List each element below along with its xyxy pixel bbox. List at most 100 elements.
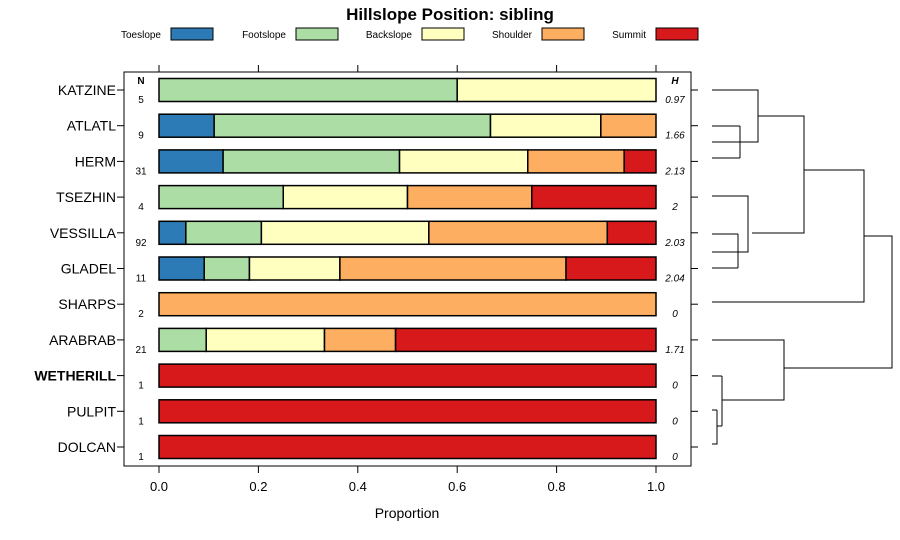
dendrogram-branch <box>752 115 805 234</box>
dendrogram-branch <box>712 89 759 143</box>
row-n: 2 <box>138 309 144 320</box>
row-label: TSEZHIN <box>56 189 116 205</box>
dendrogram <box>712 89 893 445</box>
x-tick-label: 0.2 <box>249 479 267 494</box>
row-atlatl: ATLATL 9 1.66 <box>67 113 698 142</box>
row-h: 2 <box>671 202 678 213</box>
dendrogram-branch <box>712 169 865 303</box>
row-label: DOLCAN <box>58 439 116 455</box>
bar-segment-backslope <box>489 113 602 138</box>
legend-swatch-footslope <box>295 27 339 41</box>
row-h: 0 <box>672 309 678 320</box>
bar-segment-footslope <box>158 184 284 210</box>
legend-swatch-toeslope <box>170 27 214 41</box>
row-label: ARABRAB <box>49 332 116 348</box>
legend-label-backslope: Backslope <box>366 30 413 41</box>
bar-segment-backslope <box>456 77 657 103</box>
row-n: 11 <box>136 274 147 285</box>
bar-segment-toeslope <box>158 113 215 138</box>
dendrogram-branch <box>784 235 893 369</box>
row-katzine: KATZINE 5 0.97 <box>58 77 698 106</box>
row-h: 2.04 <box>664 274 685 285</box>
row-arabrab: ARABRAB 21 1.71 <box>49 327 698 356</box>
dendrogram-branch <box>712 339 785 401</box>
row-h: 2.03 <box>664 238 685 249</box>
legend-swatch-backslope <box>421 27 465 41</box>
row-label: ATLATL <box>67 118 116 134</box>
chart-title: Hillslope Position: sibling <box>346 5 554 24</box>
dendrogram-branch <box>712 195 749 253</box>
row-n: 9 <box>138 131 144 142</box>
bar-segment-footslope <box>158 327 207 353</box>
row-h: 0 <box>672 416 678 427</box>
row-h: 0 <box>672 381 678 392</box>
row-n: 1 <box>138 381 144 392</box>
row-tsezhin: TSEZHIN 4 2 <box>56 184 698 213</box>
row-label: KATZINE <box>58 82 116 98</box>
bar-rows: KATZINE 5 0.97 ATLATL 9 1.66 HERM 31 2.13 TSEZHIN… <box>34 77 698 463</box>
n-header: N <box>137 76 144 87</box>
row-pulpit: PULPIT 1 0 <box>67 399 698 427</box>
legend-label-footslope: Footslope <box>242 30 286 41</box>
bar-segment-backslope <box>260 220 430 246</box>
h-header: H <box>671 76 679 87</box>
row-label: SHARPS <box>58 296 116 312</box>
row-label: WETHERILL <box>34 368 116 384</box>
row-label: HERM <box>75 153 116 169</box>
legend-swatch-shoulder <box>541 27 585 41</box>
row-n: 1 <box>138 452 144 463</box>
x-tick-label: 0.4 <box>349 479 367 494</box>
bar-segment-summit <box>158 363 657 388</box>
row-n: 92 <box>135 238 147 249</box>
bar-segment-toeslope <box>158 220 187 246</box>
bar-segment-shoulder <box>339 256 567 281</box>
row-h: 0 <box>672 452 678 463</box>
row-h: 0.97 <box>665 95 685 106</box>
legend-label-shoulder: Shoulder <box>492 30 533 41</box>
row-h: 1.66 <box>665 131 685 142</box>
bar-segment-backslope <box>248 256 341 281</box>
x-tick-label: 0.6 <box>448 479 466 494</box>
row-n: 1 <box>138 416 144 427</box>
bar-segment-shoulder <box>323 327 397 353</box>
row-n: 31 <box>135 166 147 177</box>
row-n: 21 <box>135 345 147 356</box>
legend-label-toeslope: Toeslope <box>121 30 161 41</box>
bar-segment-shoulder <box>428 220 609 246</box>
bar-segment-backslope <box>282 184 409 210</box>
dendrogram-branch <box>712 409 718 445</box>
bar-segment-footslope <box>203 256 251 281</box>
row-sharps: SHARPS 2 0 <box>58 291 698 320</box>
bar-segment-shoulder <box>406 184 533 210</box>
bar-segment-shoulder <box>600 113 657 138</box>
bar-segment-summit <box>158 434 657 460</box>
bar-segment-footslope <box>222 149 401 174</box>
row-label: VESSILLA <box>50 225 117 241</box>
bar-segment-toeslope <box>158 256 205 281</box>
row-h: 1.71 <box>665 345 684 356</box>
x-axis: 0.0 0.2 0.4 0.6 0.8 1.0 <box>150 65 665 494</box>
bar-segment-footslope <box>158 77 458 103</box>
legend-label-summit: Summit <box>612 30 646 41</box>
row-h: 2.13 <box>664 166 685 177</box>
row-wetherill: WETHERILL 1 0 <box>34 363 698 392</box>
bar-segment-shoulder <box>527 149 625 174</box>
row-vessilla: VESSILLA 92 2.03 <box>50 220 698 249</box>
row-gladel: GLADEL 11 2.04 <box>61 256 698 285</box>
legend-swatch-summit <box>655 27 699 41</box>
bar-segment-backslope <box>205 327 326 353</box>
legend: Toeslope Footslope Backslope Shoulder Summit <box>121 27 699 41</box>
bar-segment-summit <box>394 327 657 353</box>
bar-segment-summit <box>623 149 657 174</box>
bar-segment-summit <box>565 256 657 281</box>
x-axis-title: Proportion <box>375 505 440 521</box>
row-label: GLADEL <box>61 261 116 277</box>
row-label: PULPIT <box>67 403 116 419</box>
bar-segment-summit <box>158 399 657 424</box>
x-tick-label: 0.0 <box>150 479 168 494</box>
bar-segment-footslope <box>213 113 492 138</box>
row-dolcan: DOLCAN 1 0 <box>58 434 698 463</box>
bar-segment-summit <box>606 220 657 246</box>
bar-segment-summit <box>531 184 657 210</box>
